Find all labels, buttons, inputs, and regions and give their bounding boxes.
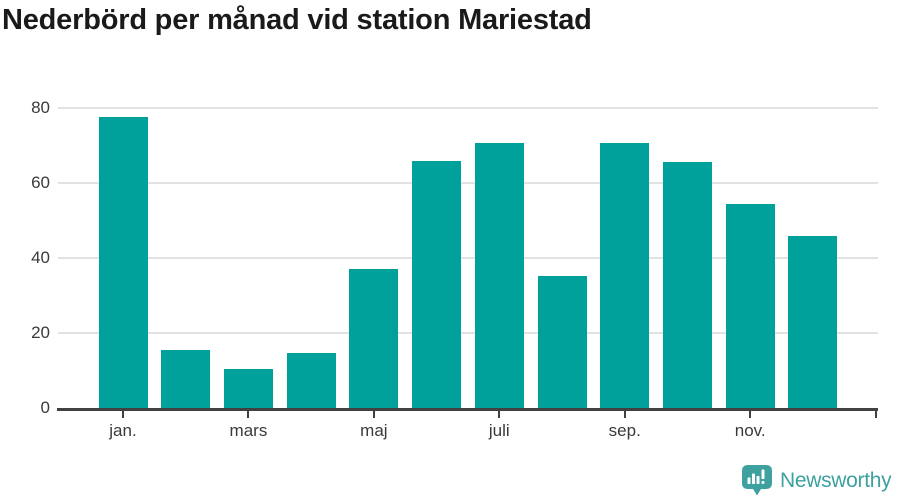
x-axis-tick-juli — [498, 411, 501, 418]
x-axis-line — [57, 408, 878, 411]
x-axis-label-mars: mars — [229, 421, 268, 440]
bar-sep. — [600, 142, 650, 408]
x-axis-label-sep.: sep. — [608, 421, 641, 440]
newsworthy-wordmark: Newsworthy — [780, 469, 892, 492]
y-axis-label-0: 0 — [40, 398, 50, 417]
x-axis-tick-sep. — [623, 411, 626, 418]
chart-title: Nederbörd per månad vid station Mariesta… — [2, 4, 592, 36]
bar-juni — [412, 161, 462, 408]
x-axis-tick-nov. — [749, 411, 752, 418]
x-axis-tick-mars — [247, 411, 250, 418]
bar-apr. — [286, 352, 336, 408]
gridline-20 — [58, 332, 878, 334]
bar-aug. — [537, 275, 587, 408]
newsworthy-logo: Newsworthy — [742, 465, 892, 496]
bar-dec. — [788, 235, 838, 408]
bar-juli — [474, 142, 524, 408]
bar-jan. — [98, 116, 148, 408]
y-axis-label-20: 20 — [31, 323, 50, 342]
newsworthy-bubble-chart-icon — [742, 465, 772, 496]
bar-feb. — [161, 350, 211, 408]
x-axis-label-jan.: jan. — [109, 421, 137, 440]
bar-maj — [349, 268, 399, 408]
x-axis-label-maj: maj — [360, 421, 388, 440]
y-axis-label-40: 40 — [31, 248, 50, 267]
x-axis-label-nov.: nov. — [734, 421, 766, 440]
bar-nov. — [725, 204, 775, 408]
x-axis-tick-jan. — [122, 411, 124, 418]
x-axis-end-tick — [875, 411, 877, 418]
gridline-60 — [58, 182, 878, 184]
x-axis-label-juli: juli — [488, 421, 510, 440]
gridline-40 — [58, 257, 878, 259]
y-axis-label-80: 80 — [31, 98, 50, 117]
bar-mars — [223, 368, 273, 408]
gridline-80 — [58, 107, 878, 109]
x-axis-tick-maj — [372, 411, 375, 418]
bar-okt. — [662, 162, 712, 408]
y-axis-label-60: 60 — [31, 173, 50, 192]
